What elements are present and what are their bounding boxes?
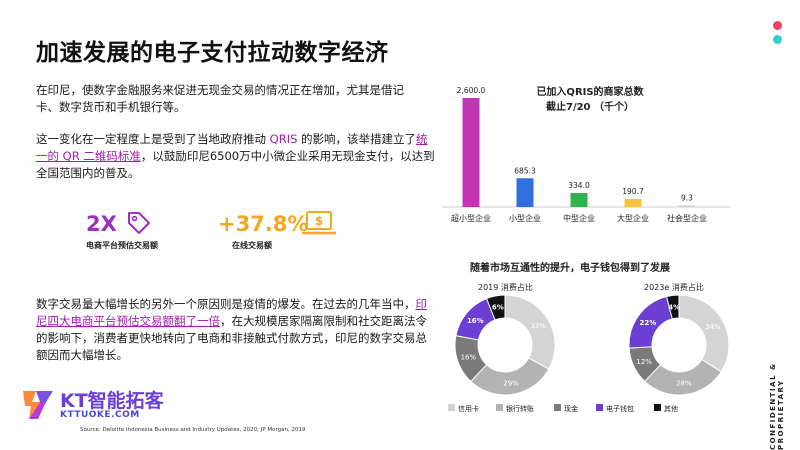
bar-value-label: 190.7 [622,187,644,196]
bar-value-label: 9.3 [681,194,693,203]
bar [678,205,696,207]
bar-category-label: 中型企业 [563,213,595,223]
legend-label: 信用卡 [458,404,479,413]
donut-slice [485,294,506,321]
bar [624,199,642,207]
stat-label: 电商平台预估交易额 [86,241,158,250]
legend-swatch [654,404,661,411]
stat-value: +37.8% [218,212,309,236]
donut-slice-label: 16% [461,353,477,361]
stat-label: 在线交易额 [232,241,272,250]
confidential-label: CONFIDENTIAL & PROPRIETARY [769,362,785,450]
donut-slice-label: 28% [676,380,692,388]
stat-ecommerce: 2X 电商平台预估交易额 [86,212,158,251]
decor-dot-cyan [773,35,782,44]
tag-icon [128,212,150,234]
bar-category-label: 超小型企业 [451,213,491,223]
pie-title-2023: 2023e 消费占比 [644,283,704,292]
legend-label: 银行转账 [506,404,534,413]
bar-chart: 2,600.0 超小型企业 685.3 小型企业 334.0 中型企业 190.7 大型企业 9… [442,86,730,223]
intro-paragraph: 在印尼，使数字金融服务来促进无现金交易的情况正在增加，尤其是借记卡、数字货币和手… [36,83,404,114]
donut-slice-label: 29% [503,380,519,388]
bar-value-label: 2,600.0 [457,86,486,95]
legend-label: 其他 [664,404,678,413]
donut-slice-label: 4% [668,303,680,311]
donut-slice-label: 22% [639,319,656,327]
pie-legend: 信用卡 银行转账 现金 电子钱包 其他 [448,404,678,413]
donut-slice [504,294,556,370]
donut-slice-label: 33% [530,322,546,330]
bar-category-label: 小型企业 [509,213,541,223]
bar-value-label: 334.0 [568,181,590,190]
laptop-dollar-icon: $ [302,211,336,235]
donut-chart-2023: 34% 28% 12% 22% 4% [628,294,730,396]
legend-label: 现金 [564,404,578,413]
donut-slice-label: 16% [467,317,484,325]
stat-value: 2X [86,212,117,236]
logo-bolt-icon [23,391,53,419]
bar [516,178,534,207]
bar [462,98,480,207]
donut-slice-label: 12% [636,358,652,366]
qris-paragraph: 这一变化在一定程度上是受到了当地政府推动 QRIS 的影响，该举措建立了统一的 … [36,132,435,180]
decor-dot-red [773,21,782,30]
pie-section-title: 随着市场互通性的提升，电子钱包得到了发展 [470,263,670,274]
bar-value-label: 685.3 [514,166,536,175]
stat-online: +37.8% 在线交易额 [218,212,308,251]
page-title: 加速发展的电子支付拉动数字经济 [36,40,389,66]
svg-text:$: $ [315,214,323,228]
donut-slice-label: 34% [705,323,721,331]
bar [570,192,588,207]
bar-chart-title: 已加入QRIS的商家总数 截止7/20 （千个） [536,87,644,113]
legend-swatch [448,404,455,411]
legend-swatch [596,404,603,411]
legend-swatch [496,404,503,411]
logo-url: KTTUOKE.COM [60,410,140,420]
legend-label: 电子钱包 [606,404,634,413]
donut-slice-label: 6% [492,304,504,312]
bar-category-label: 社会型企业 [667,213,707,223]
bar-category-label: 大型企业 [617,213,649,223]
pie-title-2019: 2019 消费占比 [478,283,533,292]
donut-slice [665,294,680,320]
legend-swatch [554,404,561,411]
donut-chart-2019: 33% 29% 16% 16% 6% [454,294,556,396]
donut-slice [678,294,730,373]
pandemic-paragraph: 数字交易量大幅增长的另外一个原因则是疫情的爆发。在过去的几年当中，印尼四大电商平… [36,297,427,362]
logo-name: KT智能拓客 [60,390,164,412]
source-note: Source: Deloitte Indonesia Business and … [80,427,306,433]
